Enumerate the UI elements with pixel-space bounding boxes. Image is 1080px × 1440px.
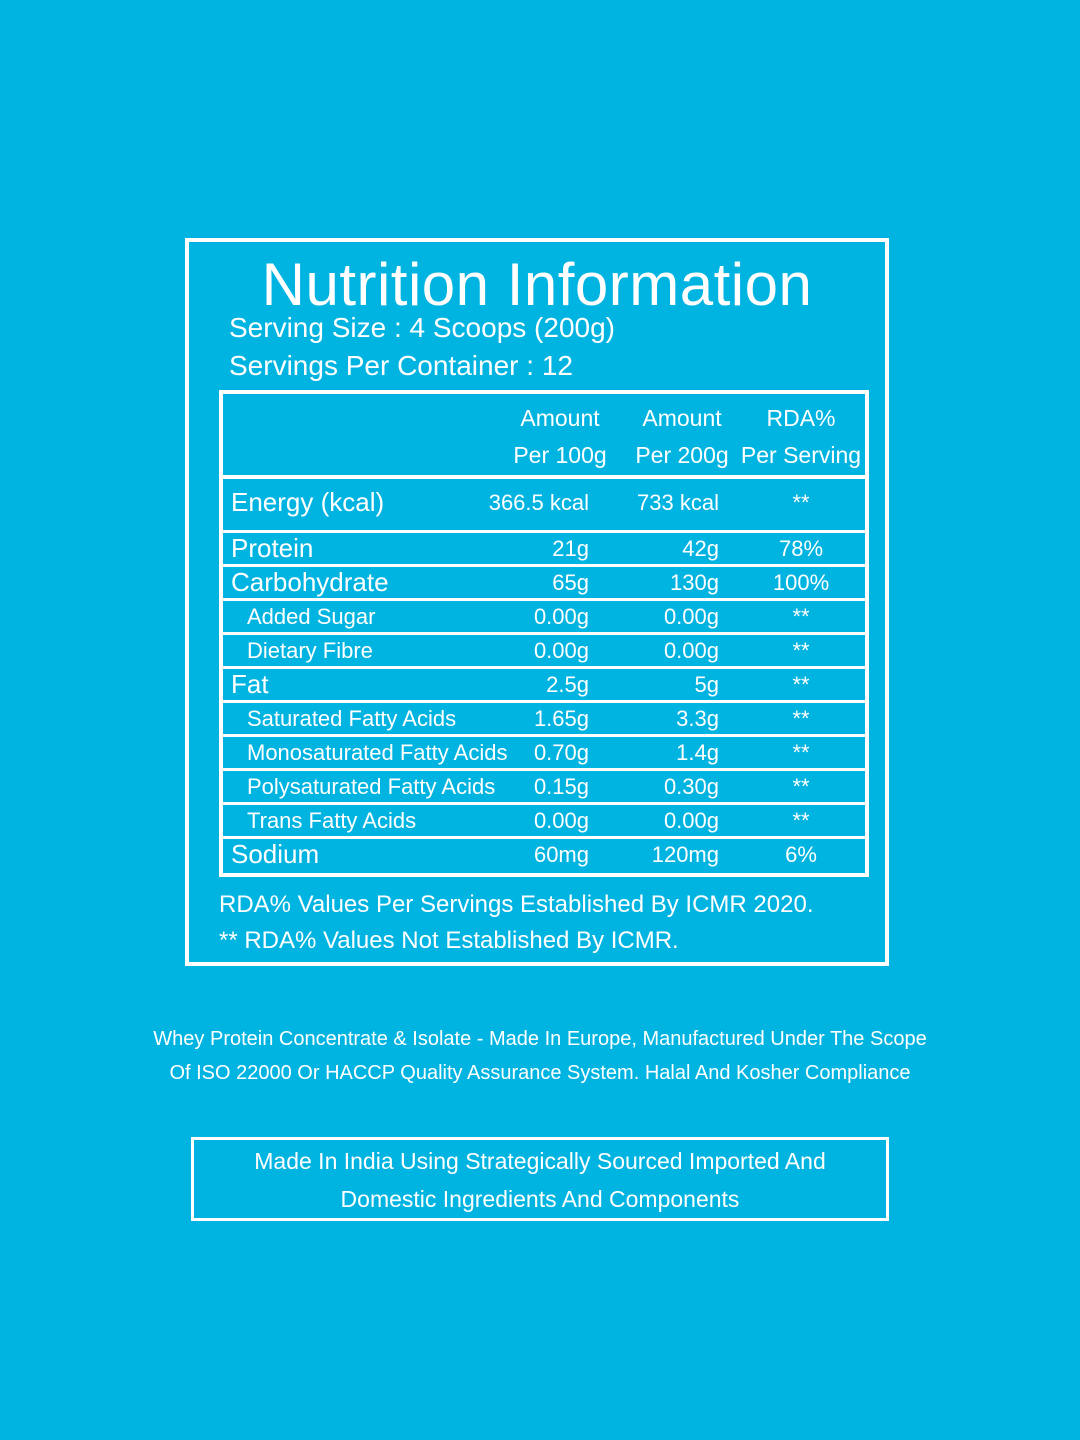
value-rda: **: [792, 706, 810, 731]
value-rda: 100%: [772, 570, 830, 595]
value-rda: **: [792, 774, 810, 799]
footnote-rda-established: RDA% Values Per Servings Established By …: [219, 891, 814, 918]
value-rda: **: [792, 808, 810, 833]
origin-line: Whey Protein Concentrate & Isolate - Mad…: [153, 1028, 927, 1050]
origin-line: Of ISO 22000 Or HACCP Quality Assurance …: [169, 1062, 911, 1084]
value-per-200g: 0.00g: [663, 638, 719, 663]
nutrition-panel: Nutrition Information Serving Size : 4 S…: [185, 238, 889, 966]
made-in-line: Made In India Using Strategically Source…: [254, 1148, 826, 1174]
value-per-200g: 0.30g: [663, 774, 719, 799]
nutrient-label: Dietary Fibre: [247, 638, 373, 663]
value-rda: 6%: [785, 842, 817, 867]
value-per-100g: 0.70g: [533, 740, 589, 765]
table-row: Sodium 60mg 120mg 6%: [223, 839, 865, 873]
nutrient-label: Carbohydrate: [231, 567, 389, 597]
table-row: Monosaturated Fatty Acids 0.70g 1.4g **: [223, 737, 865, 771]
value-per-100g: 366.5 kcal: [488, 490, 589, 515]
value-per-100g: 0.00g: [533, 808, 589, 833]
table-row: Saturated Fatty Acids 1.65g 3.3g **: [223, 703, 865, 737]
value-rda: 78%: [778, 536, 824, 561]
header-per-200g: Amount Per 200g: [635, 405, 729, 468]
nutrient-label: Monosaturated Fatty Acids: [247, 740, 508, 765]
serving-size: Serving Size : 4 Scoops (200g): [229, 312, 615, 343]
value-per-100g: 60mg: [533, 842, 589, 867]
value-rda: **: [792, 604, 810, 629]
value-rda: **: [792, 740, 810, 765]
nutrient-label: Sodium: [231, 839, 320, 869]
made-in-india-box: Made In India Using Strategically Source…: [191, 1137, 889, 1221]
origin-statement: Whey Protein Concentrate & Isolate - Mad…: [100, 1022, 980, 1090]
value-per-100g: 0.15g: [533, 774, 589, 799]
nutrient-label: Polysaturated Fatty Acids: [247, 774, 496, 799]
value-per-200g: 0.00g: [663, 808, 719, 833]
value-per-100g: 1.65g: [533, 706, 589, 731]
value-rda: **: [792, 672, 810, 697]
nutrient-label: Trans Fatty Acids: [247, 808, 417, 833]
nutrient-label: Added Sugar: [247, 604, 376, 629]
table-row: Carbohydrate 65g 130g 100%: [223, 567, 865, 601]
value-rda: **: [792, 638, 810, 663]
value-per-100g: 0.00g: [533, 604, 589, 629]
value-per-100g: 65g: [552, 570, 589, 595]
table-row: Fat 2.5g 5g **: [223, 669, 865, 703]
footnote-rda-not-established: ** RDA% Values Not Established By ICMR.: [219, 927, 679, 954]
value-per-200g: 42g: [682, 536, 719, 561]
value-per-200g: 5g: [694, 672, 719, 697]
value-per-100g: 21g: [552, 536, 589, 561]
nutrient-label: Fat: [231, 669, 269, 699]
table-header: Amount Per 100g Amount Per 200g RDA% Per…: [223, 394, 865, 479]
table-row: Protein 21g 42g 78%: [223, 533, 865, 567]
value-per-200g: 0.00g: [663, 604, 719, 629]
value-per-200g: 733 kcal: [637, 490, 719, 515]
value-per-200g: 120mg: [651, 842, 719, 867]
nutrient-label: Energy (kcal): [231, 487, 385, 517]
value-per-100g: 2.5g: [546, 672, 589, 697]
nutrient-label: Saturated Fatty Acids: [247, 706, 457, 731]
table-row: Energy (kcal) 366.5 kcal 733 kcal **: [223, 475, 865, 533]
value-per-200g: 3.3g: [676, 706, 719, 731]
table-row: Added Sugar 0.00g 0.00g **: [223, 601, 865, 635]
made-in-line: Domestic Ingredients And Components: [340, 1186, 740, 1212]
value-per-200g: 1.4g: [676, 740, 719, 765]
page-title: Nutrition Information: [261, 251, 813, 318]
value-rda: **: [792, 490, 810, 515]
table-row: Dietary Fibre 0.00g 0.00g **: [223, 635, 865, 669]
table-row: Trans Fatty Acids 0.00g 0.00g **: [223, 805, 865, 839]
value-per-200g: 130g: [670, 570, 719, 595]
header-rda: RDA% Per Serving: [740, 405, 862, 468]
value-per-100g: 0.00g: [533, 638, 589, 663]
nutrient-label: Protein: [231, 533, 314, 563]
nutrition-table: Amount Per 100g Amount Per 200g RDA% Per…: [219, 390, 869, 877]
table-row: Polysaturated Fatty Acids 0.15g 0.30g **: [223, 771, 865, 805]
servings-per-container: Servings Per Container : 12: [229, 350, 573, 381]
header-per-100g: Amount Per 100g: [513, 405, 607, 468]
